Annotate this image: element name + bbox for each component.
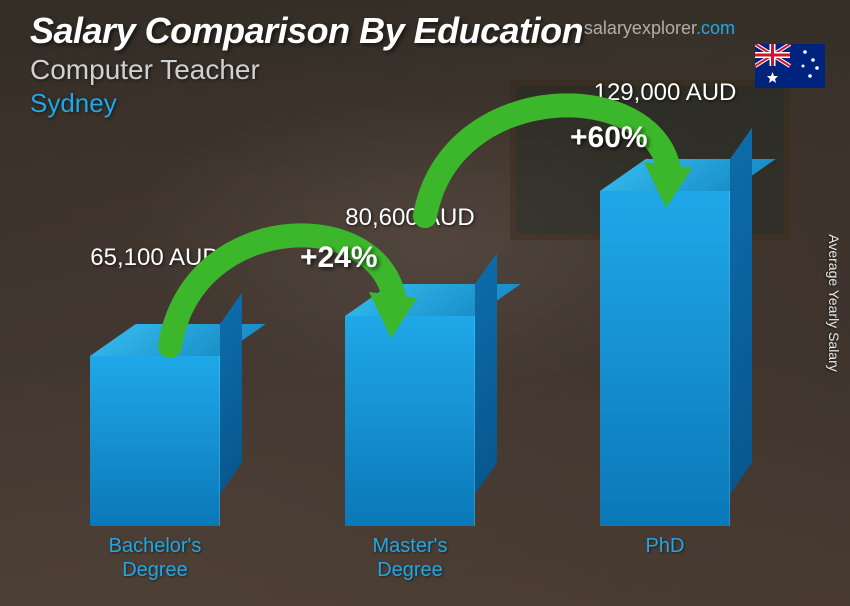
increment-arrow bbox=[150, 196, 430, 396]
bar-label: Master'sDegree bbox=[330, 534, 490, 582]
y-axis-label: Average Yearly Salary bbox=[826, 234, 842, 372]
page-title: Salary Comparison By Education bbox=[30, 10, 583, 52]
bar-label: Bachelor'sDegree bbox=[75, 534, 235, 582]
page-location: Sydney bbox=[30, 88, 583, 119]
increment-pct: +24% bbox=[300, 241, 378, 275]
bar-chart: 65,100 AUDBachelor'sDegree80,600 AUDMast… bbox=[60, 86, 790, 526]
increment-pct: +60% bbox=[570, 121, 648, 155]
bar-label: PhD bbox=[585, 534, 745, 558]
page-subtitle: Computer Teacher bbox=[30, 54, 583, 86]
watermark-text: salaryexplorer.com bbox=[584, 18, 735, 39]
flag-icon bbox=[755, 44, 825, 88]
